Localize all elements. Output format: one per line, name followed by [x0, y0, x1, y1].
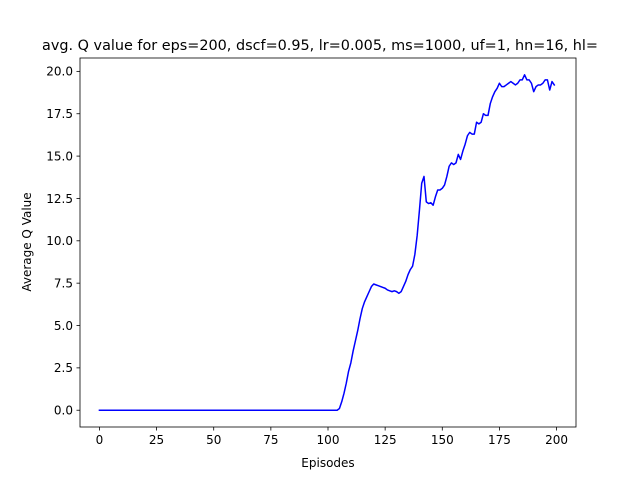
x-axis-ticks: 0 25 50 75 100 125 150 175 200: [96, 427, 568, 447]
plot-frame: [79, 57, 577, 428]
x-tick-label: 0: [96, 433, 104, 447]
y-axis-label: Average Q Value: [20, 192, 34, 291]
y-axis-ticks: 0.0 2.5 5.0 7.5 10.0 12.5 15.0 17.5 20.0: [46, 65, 80, 418]
y-tick-label: 5.0: [54, 319, 73, 333]
x-tick-label: 100: [317, 433, 340, 447]
x-tick-label: 200: [545, 433, 568, 447]
series-line-average-q: [98, 74, 556, 411]
y-tick-label: 17.5: [46, 107, 73, 121]
x-tick-label: 125: [374, 433, 397, 447]
y-tick-label: 7.5: [54, 276, 73, 290]
chart-title: avg. Q value for eps=200, dscf=0.95, lr=…: [42, 38, 598, 54]
y-tick-label: 12.5: [46, 192, 73, 206]
x-tick-label: 150: [431, 433, 454, 447]
y-tick-label: 2.5: [54, 361, 73, 375]
y-tick-label: 0.0: [54, 404, 73, 418]
x-tick-label: 75: [263, 433, 278, 447]
y-tick-label: 20.0: [46, 65, 73, 79]
x-tick-label: 175: [488, 433, 511, 447]
y-tick-label: 15.0: [46, 149, 73, 163]
x-axis-label: Episodes: [301, 456, 354, 470]
y-tick-label: 10.0: [46, 234, 73, 248]
x-tick-label: 50: [206, 433, 221, 447]
x-tick-label: 25: [149, 433, 164, 447]
